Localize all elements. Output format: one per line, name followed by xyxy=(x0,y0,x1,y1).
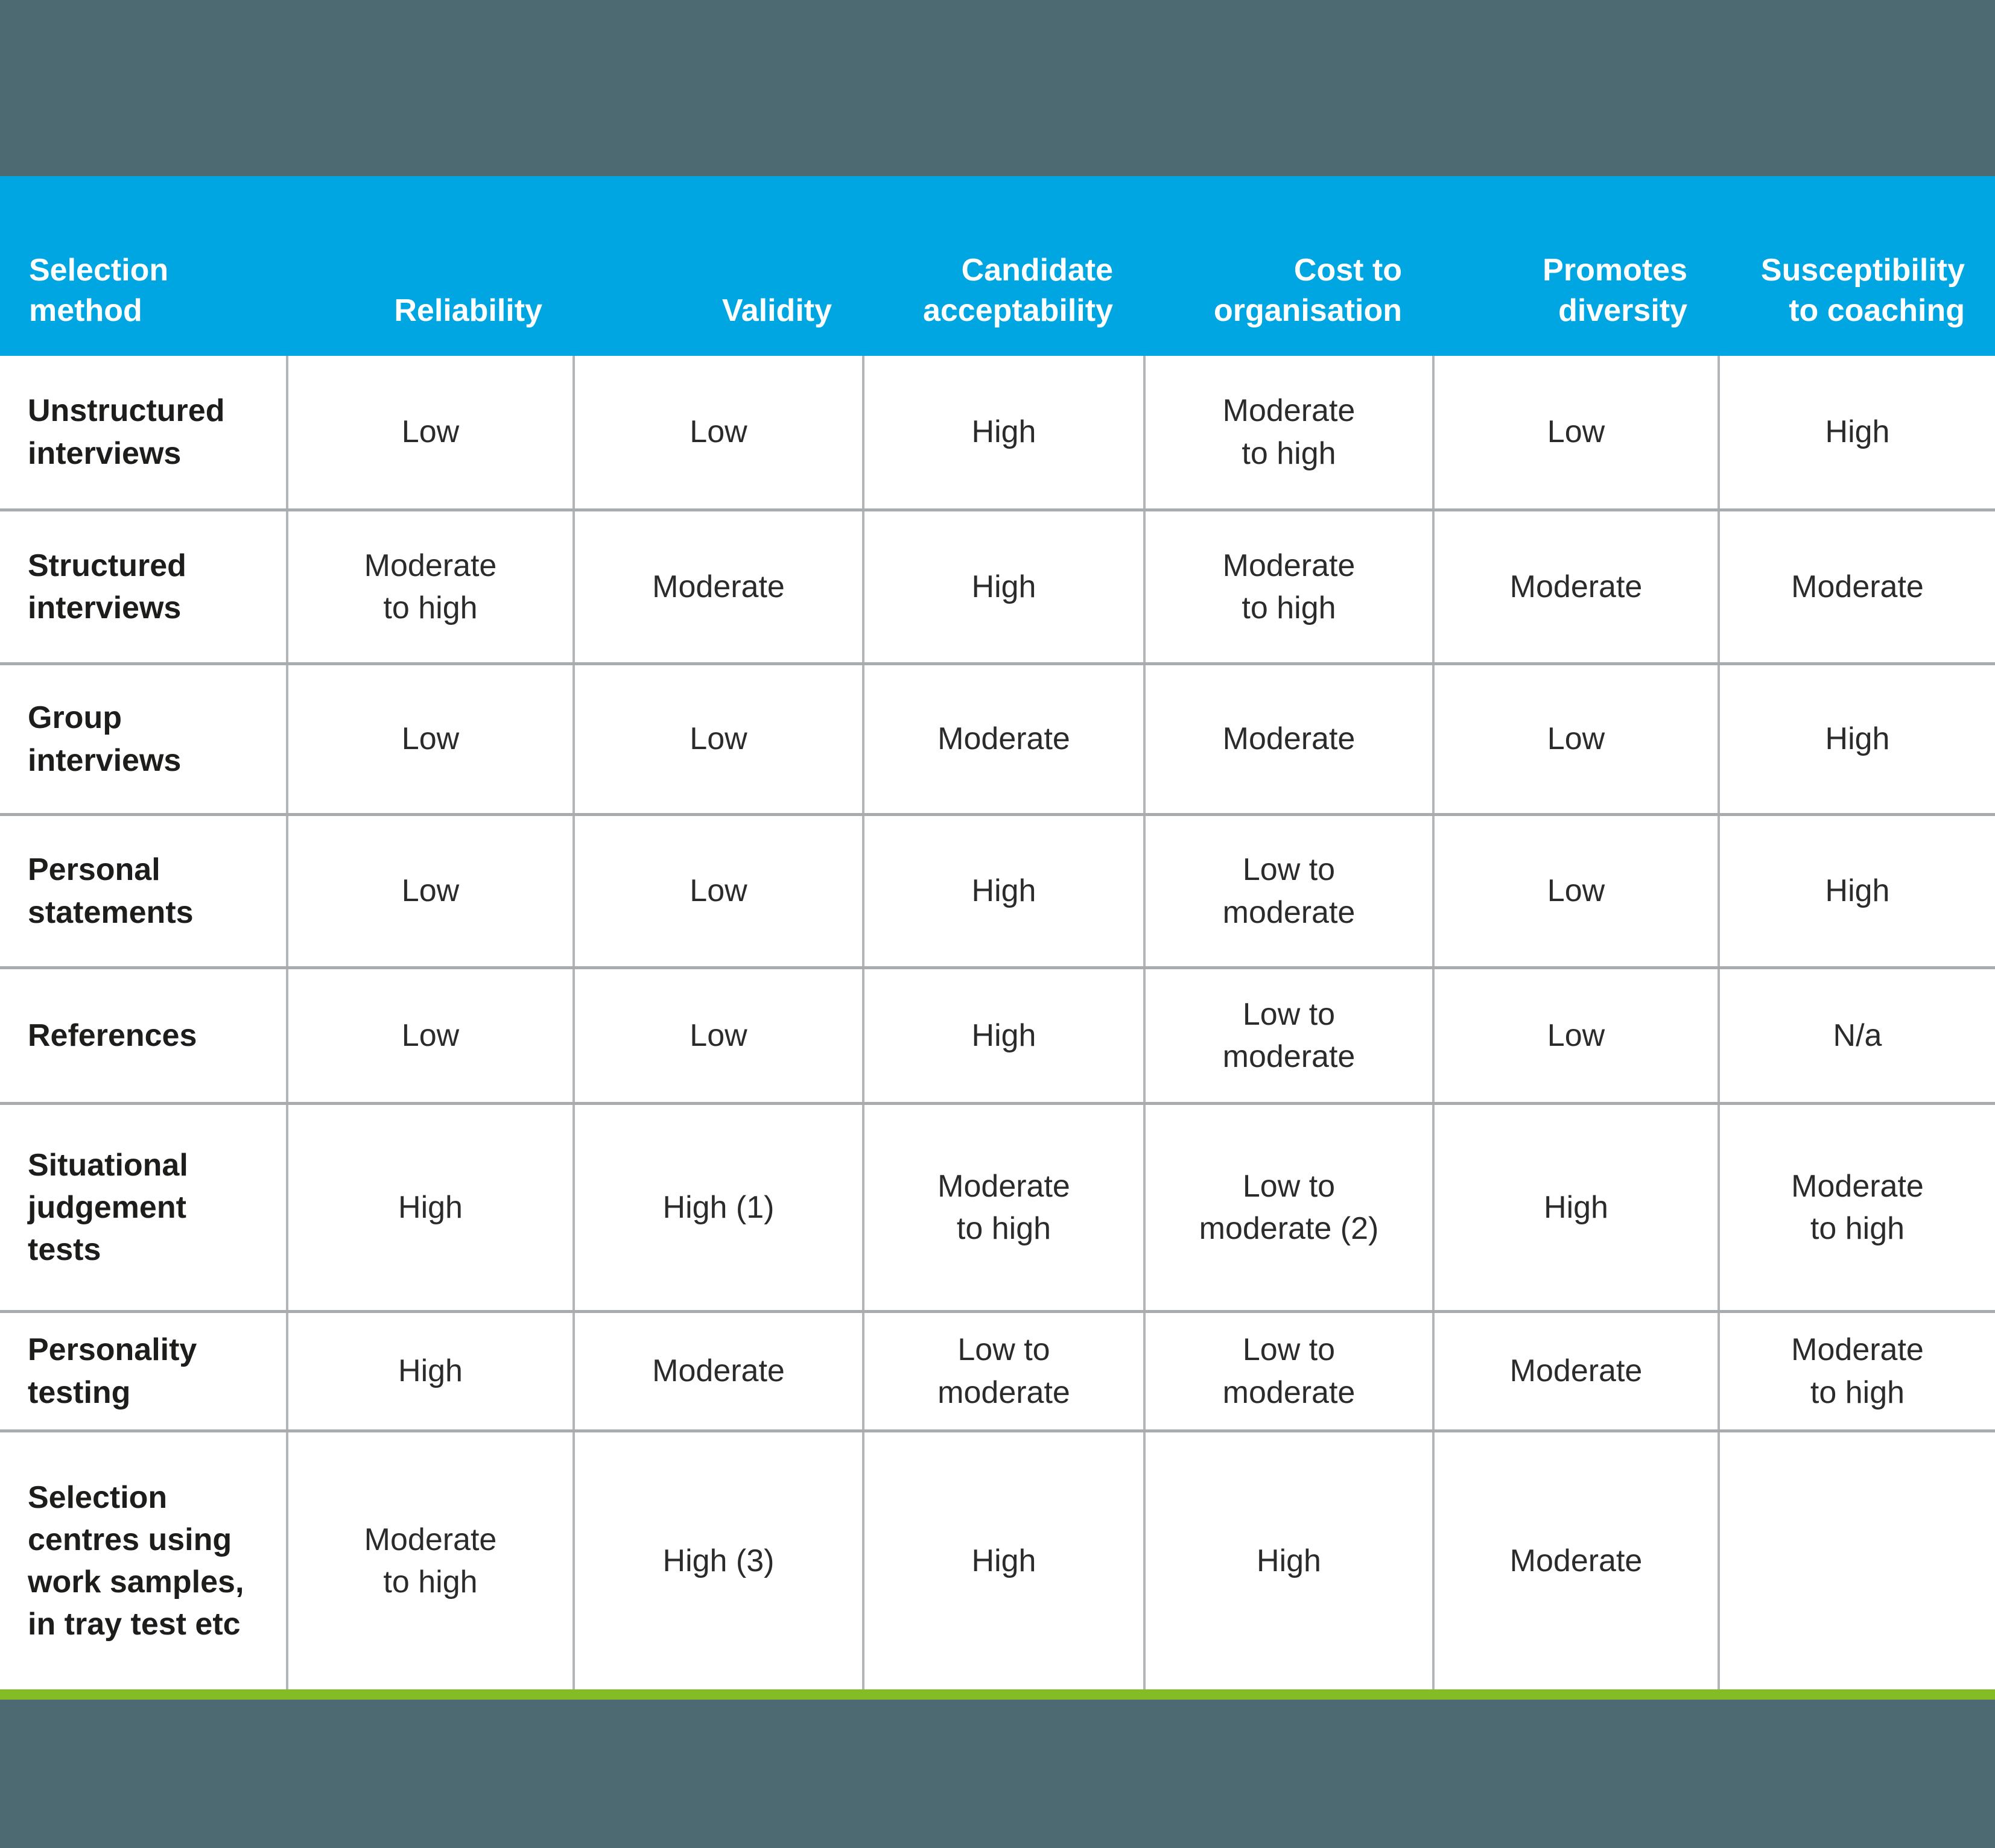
column-header-reliability: Reliability xyxy=(394,293,542,329)
table-cell: Low xyxy=(1432,665,1717,813)
column-header-candidate-acceptability: Candidate acceptability xyxy=(922,252,1113,329)
table-cell: Low xyxy=(1432,816,1717,966)
table-row-references: References Low Low High Low to moderate … xyxy=(0,966,1995,1102)
row-label: Situational judgement tests xyxy=(28,1147,188,1268)
table-cell: Low xyxy=(286,969,572,1102)
table-cell: High xyxy=(862,969,1143,1102)
table-cell: High xyxy=(1717,356,1995,508)
row-label: Unstructured interviews xyxy=(28,393,225,471)
row-label: Personal statements xyxy=(28,852,194,930)
table-cell: Low to moderate xyxy=(1143,816,1432,966)
table-cell: Low xyxy=(1432,969,1717,1102)
table-cell: High xyxy=(862,1432,1143,1689)
row-label: Group interviews xyxy=(28,700,182,778)
table-cell: Low xyxy=(286,665,572,813)
table-row-structured-interviews: Structured interviews Moderate to high M… xyxy=(0,508,1995,662)
table-cell: Low xyxy=(572,816,862,966)
selection-methods-table-body: Unstructured interviews Low Low High Mod… xyxy=(0,356,1995,1689)
table-cell: High xyxy=(286,1313,572,1429)
column-header-susceptibility-to-coaching: Susceptibility to coaching xyxy=(1760,252,1965,329)
table-cell: High xyxy=(1143,1432,1432,1689)
row-label: Selection centres using work samples, in… xyxy=(28,1479,244,1642)
table-cell: High xyxy=(1717,816,1995,966)
table-cell: Low xyxy=(572,969,862,1102)
table-cell: Low to moderate xyxy=(862,1313,1143,1429)
row-label: Structured interviews xyxy=(28,548,186,625)
table-row-group-interviews: Group interviews Low Low Moderate Modera… xyxy=(0,662,1995,813)
table-cell: Low xyxy=(572,665,862,813)
table-cell: Moderate xyxy=(1432,1313,1717,1429)
table-cell: High (3) xyxy=(572,1432,862,1689)
table-cell: Moderate xyxy=(1432,511,1717,662)
table-row-selection-centres: Selection centres using work samples, in… xyxy=(0,1429,1995,1689)
row-label: References xyxy=(28,1017,197,1053)
table-cell: Moderate xyxy=(572,1313,862,1429)
column-header-cost-to-organisation: Cost to organisation xyxy=(1213,252,1402,329)
column-header-promotes-diversity: Promotes diversity xyxy=(1543,252,1687,329)
table-cell: Moderate xyxy=(862,665,1143,813)
table-header-row: Selection method Reliability Validity Ca… xyxy=(0,176,1995,356)
table-row-personality-testing: Personality testing High Moderate Low to… xyxy=(0,1310,1995,1429)
table-cell: Moderate xyxy=(572,511,862,662)
table-cell: Low to moderate xyxy=(1143,1313,1432,1429)
table-cell: Moderate xyxy=(1717,511,1995,662)
table-cell: High xyxy=(1717,665,1995,813)
table-cell: Moderate to high xyxy=(1143,511,1432,662)
table-cell: Moderate to high xyxy=(862,1105,1143,1310)
table-row-unstructured-interviews: Unstructured interviews Low Low High Mod… xyxy=(0,356,1995,508)
table-cell: High xyxy=(286,1105,572,1310)
column-header-validity: Validity xyxy=(722,293,832,329)
top-band xyxy=(0,0,1995,176)
bottom-band xyxy=(0,1700,1995,1848)
table-cell: High xyxy=(862,511,1143,662)
table-row-situational-judgement-tests: Situational judgement tests High High (1… xyxy=(0,1102,1995,1310)
table-cell: Moderate xyxy=(1432,1432,1717,1689)
table-cell: High xyxy=(1432,1105,1717,1310)
table-cell: Low xyxy=(1432,356,1717,508)
table-cell: Low xyxy=(286,816,572,966)
table-cell: High xyxy=(862,816,1143,966)
table-cell: Moderate to high xyxy=(1717,1105,1995,1310)
table-cell: High (1) xyxy=(572,1105,862,1310)
table-cell: Low to moderate xyxy=(1143,969,1432,1102)
table-cell: Moderate to high xyxy=(1717,1313,1995,1429)
table-cell: N/a xyxy=(1717,969,1995,1102)
row-label: Personality testing xyxy=(28,1332,197,1410)
table-cell: Low xyxy=(286,356,572,508)
table-cell: High xyxy=(862,356,1143,508)
table-cell: Moderate xyxy=(1143,665,1432,813)
column-header-selection-method: Selection method xyxy=(29,252,169,329)
table-cell: Moderate to high xyxy=(286,511,572,662)
table-cell: Low to moderate (2) xyxy=(1143,1105,1432,1310)
green-accent-bar xyxy=(0,1689,1995,1700)
table-cell: Moderate to high xyxy=(286,1432,572,1689)
table-row-personal-statements: Personal statements Low Low High Low to … xyxy=(0,813,1995,966)
table-cell: Low xyxy=(572,356,862,508)
table-cell xyxy=(1717,1432,1995,1689)
table-cell: Moderate to high xyxy=(1143,356,1432,508)
